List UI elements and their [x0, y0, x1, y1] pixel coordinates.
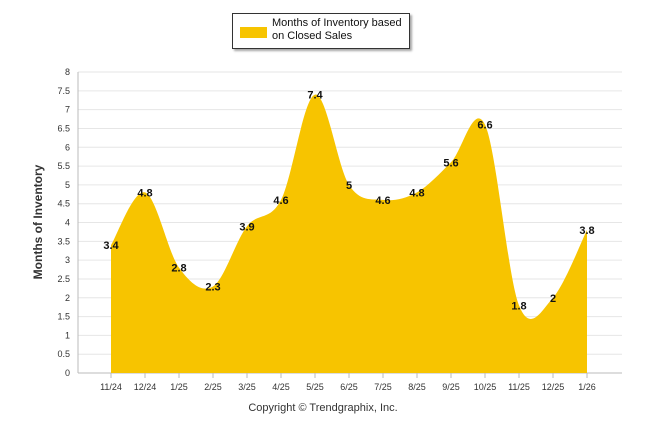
legend-swatch: [240, 27, 267, 38]
data-label: 5.6: [443, 157, 458, 169]
y-tick-label: 6.5: [57, 123, 70, 133]
y-tick-label: 2: [65, 293, 70, 303]
y-tick-label: 7.5: [57, 86, 70, 96]
y-tick-label: 1: [65, 330, 70, 340]
x-tick-label: 1/26: [578, 382, 596, 392]
y-tick-label: 6: [65, 142, 70, 152]
y-axis-title: Months of Inventory: [31, 164, 45, 279]
area-fill: [111, 94, 587, 373]
x-tick-label: 6/25: [340, 382, 358, 392]
area-series: [111, 94, 587, 373]
x-tick-label: 5/25: [306, 382, 324, 392]
y-tick-label: 2.5: [57, 274, 70, 284]
y-tick-label: 3.5: [57, 236, 70, 246]
data-label: 3.9: [239, 221, 254, 233]
x-tick-label: 2/25: [204, 382, 222, 392]
data-label: 7.4: [307, 90, 323, 102]
x-tick-label: 8/25: [408, 382, 426, 392]
y-tick-label: 4.5: [57, 199, 70, 209]
y-tick-label: 1.5: [57, 312, 70, 322]
x-tick-label: 10/25: [474, 382, 497, 392]
x-tick-label: 12/25: [542, 382, 565, 392]
data-label: 4.8: [137, 187, 152, 199]
data-label: 2.3: [205, 281, 220, 293]
data-labels: 3.4 4.8 2.8 2.3 3.9 4.6 7.4 5 4.6 4.8 5.6 6.6 1.8 2 3.…: [103, 90, 594, 313]
x-axis: 11/24 12/24 1/25 2/25 3/25 4/25 5/25 6/25 7/25 8/…: [100, 373, 596, 392]
y-tick-label: 0: [65, 368, 70, 378]
x-tick-label: 12/24: [134, 382, 157, 392]
legend: Months of Inventory based on Closed Sale…: [232, 13, 410, 49]
data-label: 2.8: [171, 263, 186, 275]
data-label: 4.6: [375, 195, 390, 207]
copyright-text: Copyright © Trendgraphix, Inc.: [248, 402, 398, 414]
y-tick-label: 5: [65, 180, 70, 190]
y-tick-label: 5.5: [57, 161, 70, 171]
data-label: 3.8: [579, 225, 594, 237]
data-label: 1.8: [511, 300, 526, 312]
x-tick-label: 9/25: [442, 382, 460, 392]
y-tick-label: 0.5: [57, 349, 70, 359]
y-tick-label: 8: [65, 67, 70, 77]
data-label: 5: [346, 180, 352, 192]
x-tick-label: 3/25: [238, 382, 256, 392]
data-label: 4.6: [273, 195, 288, 207]
y-tick-label: 3: [65, 255, 70, 265]
x-tick-label: 11/25: [508, 382, 530, 392]
x-tick-label: 11/24: [100, 382, 122, 392]
data-label: 6.6: [477, 120, 492, 132]
y-tick-label: 4: [65, 218, 70, 228]
x-tick-label: 1/25: [170, 382, 188, 392]
legend-label: Months of Inventory based on Closed Sale…: [272, 17, 402, 42]
x-tick-label: 7/25: [374, 382, 392, 392]
data-label: 3.4: [103, 240, 119, 252]
data-label: 2: [550, 293, 556, 305]
data-label: 4.8: [409, 187, 424, 199]
x-tick-label: 4/25: [272, 382, 290, 392]
y-tick-label: 7: [65, 105, 70, 115]
